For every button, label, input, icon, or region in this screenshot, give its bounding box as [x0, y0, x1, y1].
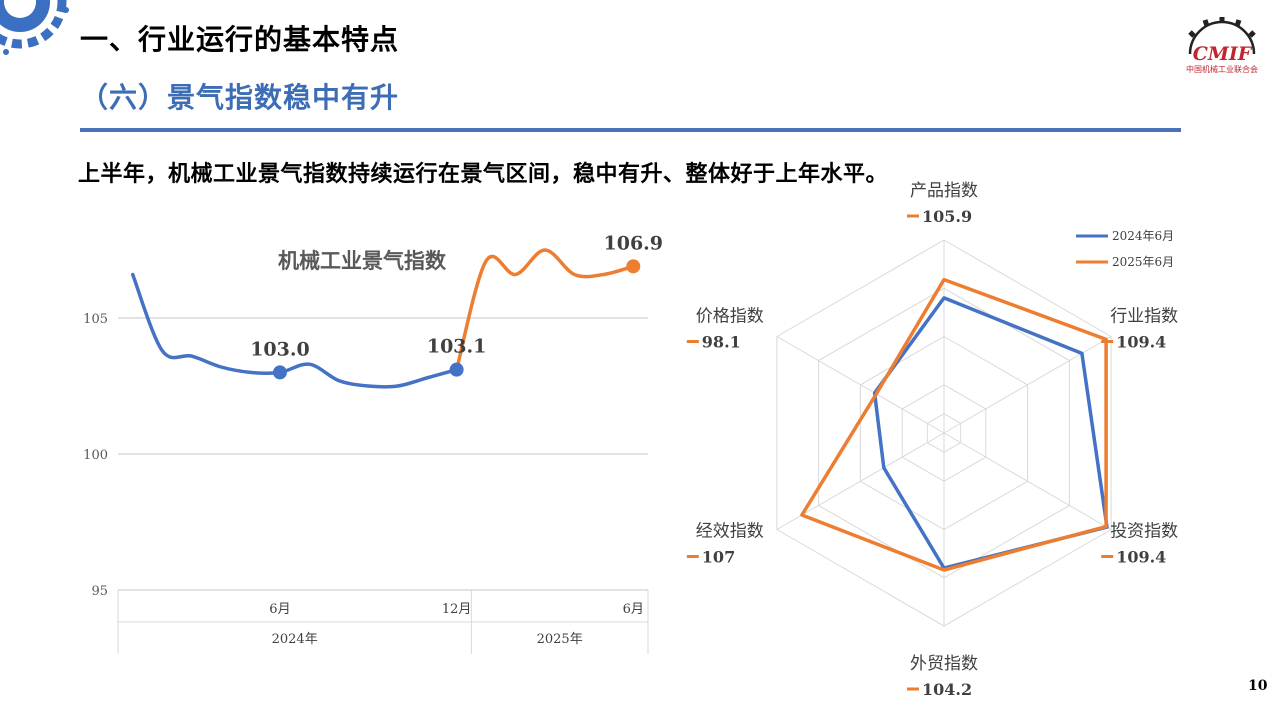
line-chart-title: 机械工业景气指数: [278, 249, 447, 273]
radar-axis-value: 109.4: [1101, 548, 1166, 567]
line-chart: 机械工业景气指数 95 100 105 2024年 2025年 6月 12月 6月 103.0 10…: [83, 232, 664, 654]
x-group-label: 2024年: [272, 632, 318, 647]
y-tick-label: 95: [91, 584, 108, 599]
cmif-logo: CMIF: [1188, 17, 1256, 65]
radar-spoke: [943, 432, 1112, 530]
radar-axis-label: 经效指数: [696, 522, 764, 542]
data-label: 106.9: [604, 232, 664, 254]
page-title: 一、行业运行的基本特点: [80, 23, 400, 56]
legend-label: 2024年6月: [1112, 229, 1174, 243]
x-tick-label: 6月: [623, 602, 644, 617]
radar-axis-value: 105.9: [907, 207, 972, 226]
data-point-marker: [272, 365, 287, 380]
radar-spoke: [776, 336, 945, 434]
x-tick-label: 6月: [269, 602, 290, 617]
radar-value-text: 109.4: [1116, 333, 1166, 352]
radar-value-text: 107: [702, 548, 735, 567]
data-point-marker: [449, 362, 464, 377]
data-label: 103.1: [427, 336, 487, 358]
radar-axis-label: 投资指数: [1110, 522, 1178, 542]
radar-value-text: 105.9: [922, 207, 972, 226]
radar-value-text: 98.1: [702, 333, 741, 352]
radar-axis-value: 107: [686, 548, 735, 567]
x-tick-label: 12月: [442, 602, 472, 617]
data-point-marker: [626, 259, 641, 274]
gear-corner-icon: [0, 0, 69, 55]
series-line-2024: [130, 272, 459, 389]
logo-mark: CMIF: [1193, 43, 1253, 65]
radar-value-text: 109.4: [1116, 548, 1166, 567]
logo-text: 中国机械工业联合会: [1186, 65, 1258, 74]
data-label: 103.0: [250, 338, 310, 360]
section-subtitle: （六）景气指数稳中有升: [80, 81, 400, 114]
title-divider: [80, 128, 1181, 132]
radar-series-2: [800, 277, 1108, 572]
y-tick-label: 105: [83, 312, 108, 327]
radar-series-1: [872, 296, 1109, 570]
radar-axis-value: 104.2: [907, 680, 972, 699]
radar-axis-value: 109.4: [1101, 333, 1166, 352]
legend-label: 2025年6月: [1112, 255, 1174, 269]
page-number: 10: [1248, 678, 1268, 694]
radar-axis-label: 行业指数: [1110, 307, 1178, 327]
x-group-label: 2025年: [537, 632, 583, 647]
radar-axis-label: 价格指数: [696, 307, 764, 327]
radar-axis-label: 外贸指数: [910, 654, 978, 674]
radar-value-text: 104.2: [922, 680, 972, 699]
y-tick-label: 100: [83, 448, 108, 463]
series-line-2025: [454, 248, 636, 372]
radar-axis-value: 98.1: [686, 333, 741, 352]
radar-axis-label: 产品指数: [910, 181, 978, 201]
lead-text: 上半年，机械工业景气指数持续运行在景气区间，稳中有升、整体好于上年水平。: [78, 162, 889, 187]
